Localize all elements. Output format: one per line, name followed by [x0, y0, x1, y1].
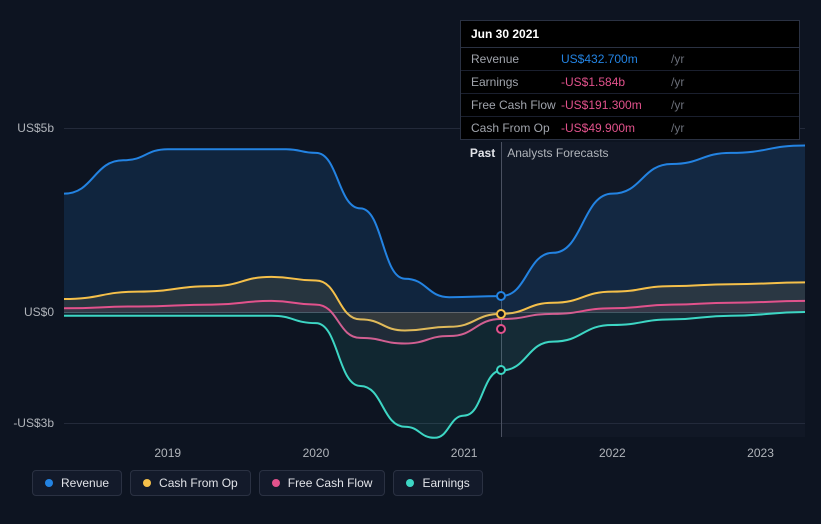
legend-label: Free Cash Flow [288, 476, 373, 490]
financial-chart: PastAnalysts Forecasts US$5bUS$0-US$3b 2… [16, 16, 805, 508]
tooltip-row: Earnings-US$1.584b /yr [461, 71, 799, 94]
tooltip-row: Cash From Op-US$49.900m /yr [461, 117, 799, 139]
tooltip-metric-name: Earnings [471, 75, 561, 89]
tooltip-metric-value: -US$1.584b [561, 75, 671, 89]
legend-dot [45, 479, 53, 487]
legend-item-free-cash-flow[interactable]: Free Cash Flow [259, 470, 386, 496]
marker-cash-from-op [496, 309, 506, 319]
y-axis-tick: US$5b [17, 121, 54, 135]
tooltip-metric-name: Free Cash Flow [471, 98, 561, 112]
tooltip-date: Jun 30 2021 [461, 21, 799, 48]
legend-item-earnings[interactable]: Earnings [393, 470, 482, 496]
tooltip-row: Free Cash Flow-US$191.300m /yr [461, 94, 799, 117]
tooltip-metric-value: -US$191.300m [561, 98, 671, 112]
marker-revenue [496, 291, 506, 301]
tooltip-metric-name: Revenue [471, 52, 561, 66]
x-axis: 2019 2020 2021 2022 2023 [64, 446, 805, 466]
tooltip-metric-value: US$432.700m [561, 52, 671, 66]
tooltip-unit: /yr [671, 98, 684, 112]
tooltip-unit: /yr [671, 121, 684, 135]
series-fill-earnings [64, 312, 805, 438]
chart-tooltip: Jun 30 2021 RevenueUS$432.700m /yrEarnin… [460, 20, 800, 140]
legend-label: Earnings [422, 476, 469, 490]
tooltip-unit: /yr [671, 52, 684, 66]
legend-label: Cash From Op [159, 476, 238, 490]
legend-dot [406, 479, 414, 487]
marker-earnings [496, 365, 506, 375]
tooltip-metric-name: Cash From Op [471, 121, 561, 135]
y-axis-tick: US$0 [24, 305, 54, 319]
x-axis-tick: 2019 [154, 446, 181, 460]
tooltip-row: RevenueUS$432.700m /yr [461, 48, 799, 71]
x-axis-tick: 2021 [451, 446, 478, 460]
x-axis-tick: 2022 [599, 446, 626, 460]
tooltip-metric-value: -US$49.900m [561, 121, 671, 135]
tooltip-unit: /yr [671, 75, 684, 89]
legend-dot [272, 479, 280, 487]
legend: Revenue Cash From Op Free Cash Flow Earning… [32, 470, 483, 496]
x-axis-tick: 2023 [747, 446, 774, 460]
legend-item-cash-from-op[interactable]: Cash From Op [130, 470, 251, 496]
legend-label: Revenue [61, 476, 109, 490]
x-axis-tick: 2020 [303, 446, 330, 460]
marker-free-cash-flow [496, 324, 506, 334]
legend-item-revenue[interactable]: Revenue [32, 470, 122, 496]
y-axis-tick: -US$3b [13, 416, 54, 430]
legend-dot [143, 479, 151, 487]
